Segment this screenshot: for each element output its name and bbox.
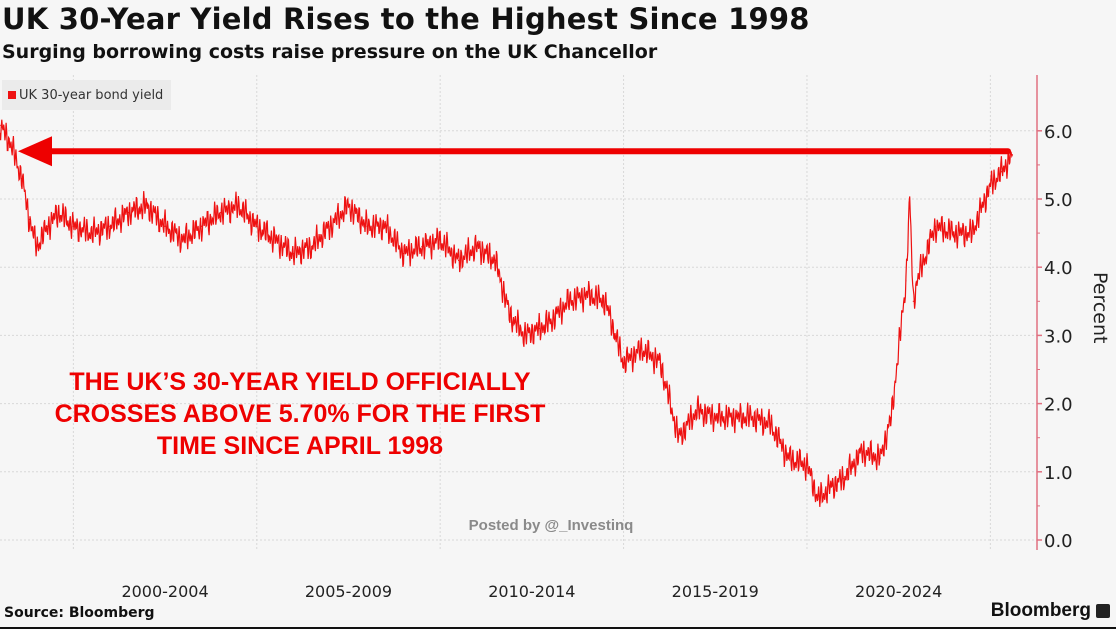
data-point xyxy=(806,464,808,466)
data-point xyxy=(384,225,386,227)
data-point xyxy=(219,212,221,214)
data-point xyxy=(523,334,526,336)
data-point xyxy=(934,225,936,227)
data-point xyxy=(347,205,350,207)
data-point xyxy=(733,416,735,418)
data-point xyxy=(256,225,258,227)
y-tick-label: 0.0 xyxy=(1044,531,1073,552)
annotation-text-line: TIME SINCE APRIL 1998 xyxy=(157,432,443,460)
data-point xyxy=(832,484,834,487)
data-point xyxy=(421,246,423,248)
data-point xyxy=(366,225,368,227)
data-point xyxy=(916,280,918,282)
y-tick-label: 5.0 xyxy=(1044,190,1073,211)
bottom-rule xyxy=(0,627,1116,629)
data-point xyxy=(641,348,643,350)
data-point xyxy=(0,124,1,126)
data-point xyxy=(21,177,23,180)
data-point xyxy=(843,478,845,480)
data-point xyxy=(861,450,863,452)
data-point xyxy=(457,259,460,261)
x-tick-label: 2000-2004 xyxy=(121,582,208,601)
y-tick-label: 4.0 xyxy=(1044,258,1073,279)
annotation-text-line: THE UK’S 30-YEAR YIELD OFFICIALLY xyxy=(69,368,531,396)
data-point xyxy=(182,239,184,241)
data-point xyxy=(538,327,540,330)
data-point xyxy=(677,437,680,439)
data-point xyxy=(788,457,790,459)
data-point xyxy=(1011,154,1013,156)
bloomberg-logo: Bloomberg xyxy=(991,600,1110,622)
data-point xyxy=(989,184,991,186)
data-point xyxy=(696,409,698,412)
data-point xyxy=(549,321,551,323)
brand-text: Bloomberg xyxy=(990,600,1091,621)
data-point xyxy=(292,252,295,255)
data-point xyxy=(817,498,819,500)
legend: UK 30-year bond yield xyxy=(2,80,172,110)
data-point xyxy=(494,259,496,261)
x-tick-label: 2015-2019 xyxy=(672,582,759,601)
data-point xyxy=(329,225,331,227)
data-point xyxy=(622,362,625,364)
x-tick-label: 2020-2024 xyxy=(855,582,942,601)
source-label: Source: Bloomberg xyxy=(4,605,155,621)
watermark: Posted by @_Investinq xyxy=(469,517,634,534)
annotation-text-line: CROSSES ABOVE 5.70% FOR THE FIRST xyxy=(55,400,546,428)
legend-label: UK 30-year bond yield xyxy=(19,87,164,103)
y-tick-label: 1.0 xyxy=(1044,463,1073,484)
data-point xyxy=(879,457,881,459)
data-point xyxy=(439,239,441,241)
data-point xyxy=(91,232,93,234)
data-point xyxy=(912,300,914,302)
data-point xyxy=(714,416,716,418)
data-point xyxy=(311,246,313,248)
data-point xyxy=(586,293,588,296)
data-point xyxy=(72,225,74,227)
data-point xyxy=(402,252,405,255)
data-point xyxy=(127,212,129,214)
y-tick-label: 6.0 xyxy=(1044,122,1073,143)
data-point xyxy=(567,300,570,302)
data-point xyxy=(28,218,30,221)
series-line-uk-30y xyxy=(0,119,1013,507)
annotation-arrow-head xyxy=(18,136,52,167)
data-point xyxy=(164,225,166,227)
y-axis-label: Percent xyxy=(1089,272,1111,344)
chart-subtitle: Surging borrowing costs raise pressure o… xyxy=(2,41,658,63)
data-point xyxy=(476,246,478,248)
data-point xyxy=(274,239,276,241)
data-point xyxy=(659,362,661,364)
x-tick-label: 2005-2009 xyxy=(305,582,392,601)
data-point xyxy=(58,212,60,214)
data-point xyxy=(905,280,907,282)
bloomberg-terminal-icon xyxy=(1096,604,1110,618)
data-point xyxy=(36,246,38,248)
data-point xyxy=(237,205,240,207)
data-point xyxy=(47,225,49,227)
y-tick-label: 3.0 xyxy=(1044,326,1073,347)
data-point xyxy=(201,225,203,227)
data-point xyxy=(109,225,111,227)
x-tick-label: 2010-2014 xyxy=(488,582,575,601)
data-point xyxy=(751,416,753,418)
data-point xyxy=(1000,171,1002,173)
data-point xyxy=(146,205,148,207)
data-point xyxy=(604,300,606,302)
data-point xyxy=(769,423,771,425)
data-point xyxy=(971,232,973,234)
legend-swatch xyxy=(8,91,16,99)
data-point xyxy=(890,416,892,418)
data-point xyxy=(953,232,955,234)
y-tick-label: 2.0 xyxy=(1044,395,1073,416)
data-point xyxy=(909,198,911,200)
chart-title: UK 30-Year Yield Rises to the Highest Si… xyxy=(2,2,810,36)
data-point xyxy=(10,143,12,146)
data-point xyxy=(509,314,511,316)
